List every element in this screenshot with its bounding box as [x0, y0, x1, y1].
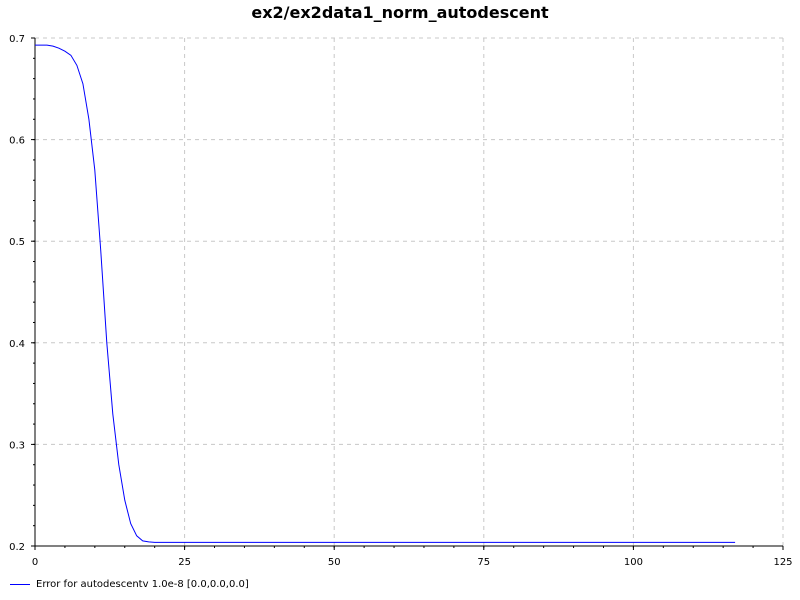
- x-tick-label: 0: [32, 557, 38, 568]
- series-line: [35, 44, 736, 543]
- legend-line-swatch: [10, 583, 30, 585]
- y-tick-label: 0.2: [9, 542, 25, 553]
- y-tick-label: 0.6: [9, 136, 25, 147]
- y-tick-label: 0.4: [9, 339, 25, 350]
- x-tick-label: 50: [328, 557, 341, 568]
- legend: Error for autodescentv 1.0e-8 [0.0,0.0,0…: [10, 577, 249, 591]
- x-tick-label: 100: [624, 557, 643, 568]
- x-tick-label: 75: [477, 557, 490, 568]
- y-tick-label: 0.7: [9, 34, 25, 45]
- x-tick-label: 25: [178, 557, 191, 568]
- legend-label: Error for autodescentv 1.0e-8 [0.0,0.0,0…: [36, 578, 249, 590]
- chart-title: ex2/ex2data1_norm_autodescent: [251, 3, 549, 22]
- x-tick-label: 125: [773, 557, 792, 568]
- y-tick-label: 0.5: [9, 237, 25, 248]
- y-tick-label: 0.3: [9, 440, 25, 451]
